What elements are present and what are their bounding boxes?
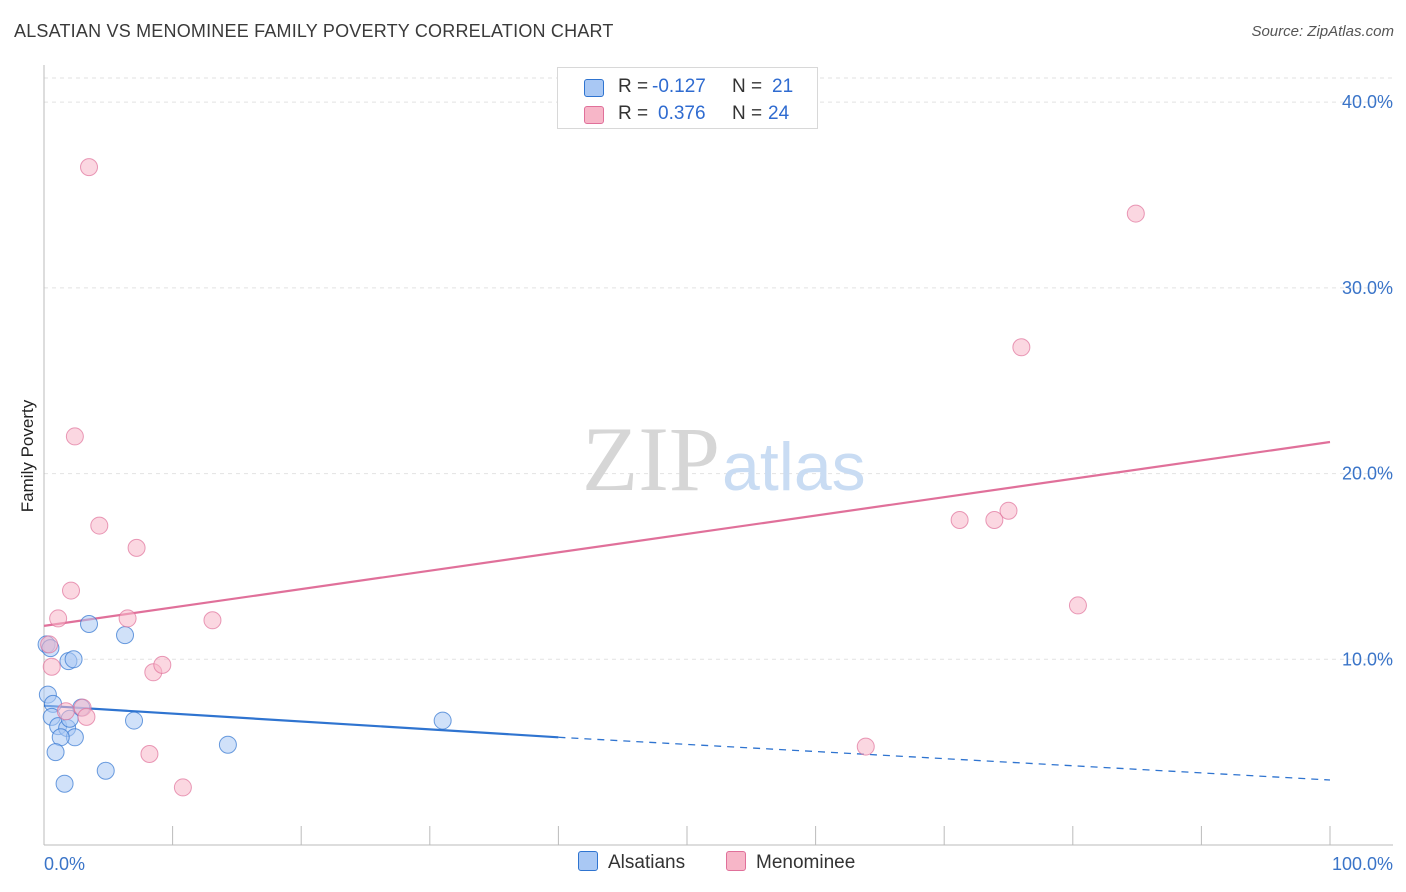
y-tick-label: 10.0% <box>1342 649 1393 669</box>
point-menominee <box>127 538 146 557</box>
point-menominee <box>856 737 875 756</box>
legend-n-label: N = <box>732 103 763 124</box>
y-tick-label: 20.0% <box>1342 464 1393 484</box>
bottom-legend-label-alsatians: Alsatians <box>608 852 686 873</box>
x-tick-label-min: 0.0% <box>44 854 85 874</box>
point-menominee <box>140 745 159 763</box>
stats-legend: R = -0.127 N = 21 R = 0.376 N = 24 <box>557 67 818 129</box>
gridlines <box>44 77 1393 660</box>
point-menominee <box>1012 338 1031 357</box>
point-menominee <box>56 702 75 721</box>
point-alsatians <box>433 711 452 730</box>
legend-n-value: 24 <box>768 103 790 124</box>
point-menominee <box>49 609 68 628</box>
point-menominee <box>153 655 172 674</box>
point-menominee <box>999 501 1018 520</box>
point-menominee <box>90 516 109 535</box>
y-tick-label: 40.0% <box>1342 92 1393 112</box>
point-menominee <box>80 158 99 177</box>
point-menominee <box>42 657 61 676</box>
axes <box>43 65 1393 846</box>
y-tick-labels: 10.0% 20.0% 30.0% 40.0% <box>1342 92 1393 669</box>
chart-title: ALSATIAN VS MENOMINEE FAMILY POVERTY COR… <box>14 21 614 41</box>
point-menominee <box>203 611 222 630</box>
trend-lines <box>43 440 1331 781</box>
bottom-legend-label-menominee: Menominee <box>756 852 856 873</box>
legend-r-value: -0.127 <box>652 76 706 97</box>
point-menominee <box>77 707 96 726</box>
point-menominee <box>40 635 59 654</box>
point-alsatians <box>218 735 237 754</box>
y-tick-label: 30.0% <box>1342 278 1393 298</box>
legend-r-value: 0.376 <box>658 103 706 124</box>
legend-n-value: 21 <box>772 76 794 97</box>
point-alsatians <box>55 774 74 793</box>
legend-r-label: R = <box>618 103 649 124</box>
legend-swatch-menominee <box>584 106 604 124</box>
trend-line-extension-alsatians <box>558 736 1331 781</box>
trend-line-alsatians <box>43 704 559 739</box>
point-menominee <box>1126 204 1145 223</box>
trend-line-menominee <box>43 440 1331 627</box>
point-menominee <box>62 581 81 600</box>
point-menominee <box>118 609 137 628</box>
point-menominee <box>950 511 969 529</box>
source-label: Source: ZipAtlas.com <box>1251 23 1394 40</box>
point-menominee <box>65 427 84 446</box>
watermark-zip: ZIP <box>582 408 720 510</box>
x-tick-label-max: 100.0% <box>1332 854 1393 874</box>
point-alsatians <box>116 626 135 645</box>
point-menominee <box>1068 596 1087 615</box>
point-alsatians <box>64 650 83 669</box>
bottom-legend-menominee: Menominee <box>726 851 855 874</box>
point-alsatians <box>46 743 65 762</box>
watermark-atlas: atlas <box>722 429 866 505</box>
data-points <box>37 158 1145 797</box>
point-menominee <box>985 511 1004 529</box>
point-alsatians <box>80 615 99 633</box>
bottom-legend-swatch-alsatians <box>578 851 598 871</box>
point-alsatians <box>125 711 144 730</box>
point-menominee <box>173 778 192 797</box>
legend-r-label: R = <box>618 76 649 97</box>
legend-n-label: N = <box>732 76 763 97</box>
bottom-legend-swatch-menominee <box>726 851 746 871</box>
point-alsatians <box>96 761 115 780</box>
bottom-legend-alsatians: Alsatians <box>578 851 685 874</box>
legend-swatch-alsatians <box>584 79 604 97</box>
